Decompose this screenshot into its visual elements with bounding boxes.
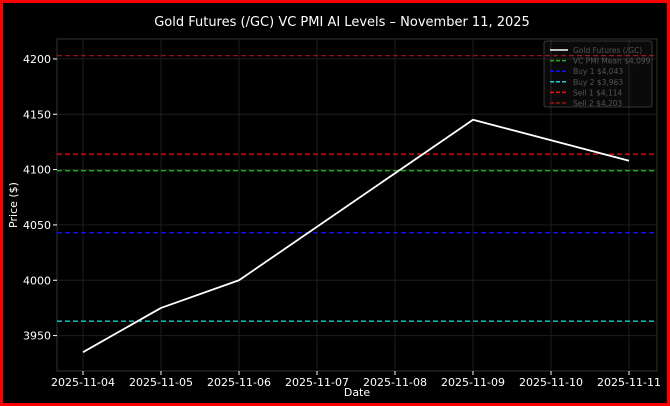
y-axis-title: Price ($) <box>7 182 20 228</box>
x-tick-label: 2025-11-04 <box>51 376 115 389</box>
legend-label: Gold Futures (/GC) <box>573 46 642 55</box>
x-axis-title: Date <box>344 386 371 399</box>
x-tick-label: 2025-11-05 <box>129 376 193 389</box>
plot-area <box>56 38 658 372</box>
legend-label: Buy 1 $4,043 <box>573 67 623 76</box>
level-lines <box>57 54 657 322</box>
series-lines <box>82 118 630 353</box>
y-axis-ticks: 3950 4000 4050 4100 4150 4200 <box>23 53 57 343</box>
y-tick-label: 4200 <box>23 53 51 66</box>
y-tick-label: 3950 <box>23 330 51 343</box>
chart-canvas: Gold Futures (/GC) VC PMI AI Levels – No… <box>7 15 661 399</box>
legend-label: VC PMI Mean $4,099 <box>573 57 651 66</box>
legend-label: Sell 1 $4,114 <box>573 88 623 97</box>
x-tick-label: 2025-11-10 <box>519 376 583 389</box>
x-tick-label: 2025-11-08 <box>363 376 427 389</box>
x-axis-ticks: 2025-11-04 2025-11-05 2025-11-06 2025-11-07… <box>51 371 661 389</box>
legend-label: Sell 2 $4,203 <box>573 99 623 108</box>
legend-label: Buy 2 $3,963 <box>573 78 623 87</box>
x-tick-label: 2025-11-09 <box>441 376 505 389</box>
chart-title: Gold Futures (/GC) VC PMI AI Levels – No… <box>154 15 530 30</box>
y-tick-label: 4000 <box>23 274 51 287</box>
y-tick-label: 4050 <box>23 219 51 232</box>
x-tick-label: 2025-11-06 <box>207 376 271 389</box>
x-tick-label: 2025-11-11 <box>597 376 661 389</box>
series-line <box>82 118 630 353</box>
grid <box>57 39 657 371</box>
x-tick-label: 2025-11-07 <box>285 376 349 389</box>
legend: Gold Futures (/GC)VC PMI Mean $4,099Buy … <box>543 40 653 108</box>
legend-box <box>543 40 653 108</box>
y-tick-label: 4100 <box>23 164 51 177</box>
y-tick-label: 4150 <box>23 108 51 121</box>
